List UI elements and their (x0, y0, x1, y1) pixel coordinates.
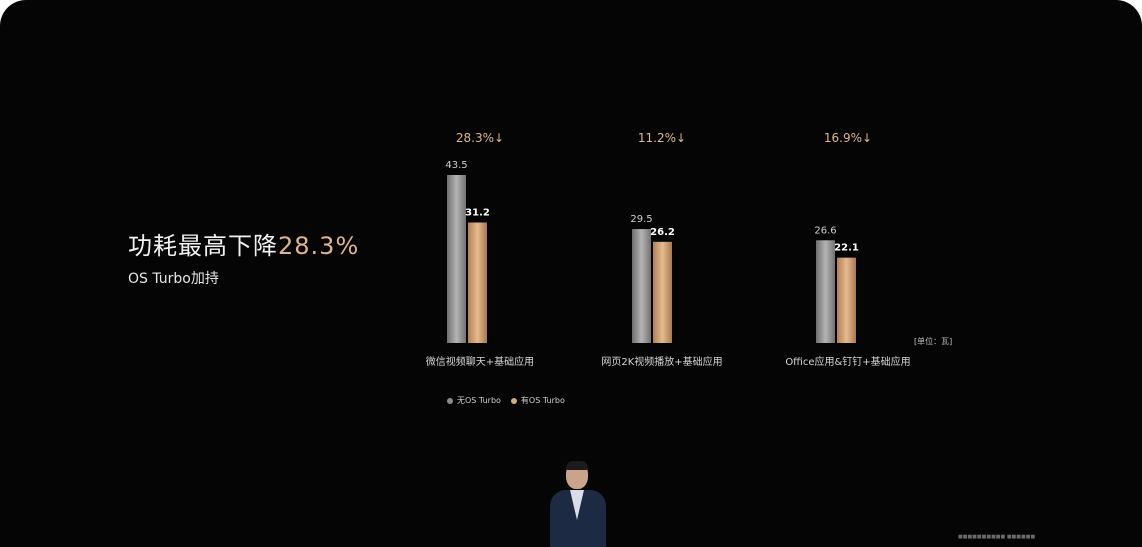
bar-without-os-turbo-2 (632, 229, 651, 343)
bar-with-os-turbo-2 (653, 241, 672, 343)
reduction-label-2: 11.2%↓ (638, 131, 686, 145)
presenter-hair (566, 461, 588, 470)
category-label-3: Office应用&钉钉+基础应用 (785, 355, 910, 368)
headline-text: 功耗最高下降 (128, 232, 278, 260)
subheadline: OS Turbo加持 (128, 271, 219, 287)
unit-label: [单位：瓦] (914, 337, 953, 346)
bar-with-os-turbo-3 (837, 257, 856, 343)
bar-without-os-turbo-1 (447, 175, 466, 343)
value-label-with-2: 26.2 (650, 227, 675, 238)
bar-without-os-turbo-3 (816, 240, 835, 343)
headline-highlight: 28.3% (278, 232, 360, 260)
value-label-with-1: 31.2 (465, 208, 490, 219)
chart-legend: 无OS Turbo 有OS Turbo (447, 395, 565, 406)
legend-label-with: 有OS Turbo (520, 396, 565, 405)
value-label-with-3: 22.1 (834, 243, 859, 254)
legend-item-without: 无OS Turbo (447, 395, 501, 406)
legend-swatch-gray (447, 397, 453, 404)
legend-label-without: 无OS Turbo (457, 396, 501, 405)
legend-item-with: 有OS Turbo (510, 395, 565, 406)
value-label-without-2: 29.5 (630, 214, 652, 225)
footnote: ■■■■■■■■■■ ■■■■■■ (958, 534, 1036, 540)
value-label-without-3: 26.6 (814, 225, 836, 236)
value-label-without-1: 43.5 (445, 160, 467, 171)
reduction-label-3: 16.9%↓ (824, 131, 872, 145)
legend-swatch-gold (510, 397, 517, 404)
headline: 功耗最高下降28.3% (128, 226, 359, 261)
bar-with-os-turbo-1 (468, 222, 487, 343)
reduction-label-1: 28.3%↓ (456, 131, 504, 145)
category-label-2: 网页2K视频播放+基础应用 (601, 355, 722, 368)
category-label-1: 微信视频聊天+基础应用 (426, 355, 534, 368)
presenter-figure (548, 461, 608, 547)
